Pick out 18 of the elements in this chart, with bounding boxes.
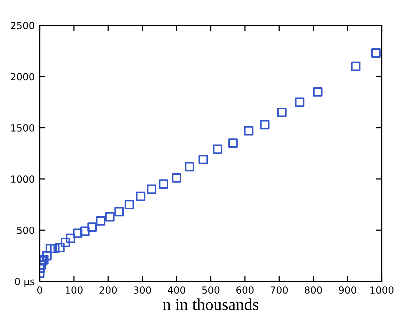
x-tick-label: 600 — [236, 286, 254, 294]
y-tick-label: 1500 — [11, 124, 34, 132]
x-tick-label: 100 — [66, 286, 83, 294]
y-tick-label: 0 μs — [15, 278, 35, 288]
x-tick-label: 300 — [134, 286, 152, 294]
x-tick-label: 700 — [270, 286, 288, 294]
x-tick-label: 200 — [100, 286, 118, 294]
x-tick-label: 400 — [168, 286, 186, 294]
y-tick-label: 1000 — [11, 176, 34, 184]
y-tick-label: 2000 — [11, 73, 34, 81]
x-tick-label: 900 — [339, 286, 356, 294]
y-tick-label: 2500 — [11, 22, 34, 30]
x-tick-label: 0 — [38, 286, 42, 294]
x-tick-label: 1000 — [370, 286, 394, 294]
y-tick-label: 500 — [17, 226, 34, 234]
x-axis-title: n in thousands — [163, 298, 259, 310]
x-tick-label: 500 — [202, 286, 220, 294]
x-tick-label: 800 — [304, 286, 322, 294]
